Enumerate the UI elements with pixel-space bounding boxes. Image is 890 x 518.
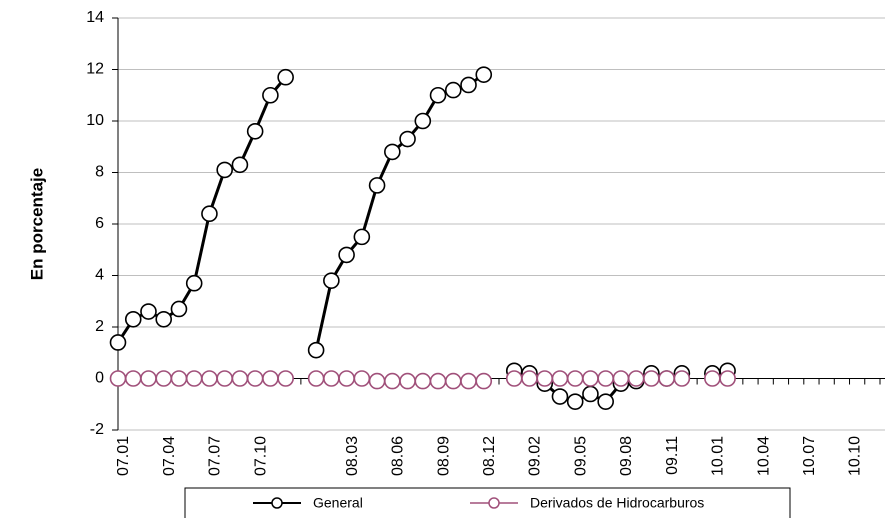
point [658, 370, 675, 387]
point [627, 370, 645, 387]
x-tick-label: 09.11 [664, 436, 681, 475]
y-tick-label: -2 [90, 421, 104, 438]
point [582, 370, 599, 387]
point [429, 372, 447, 390]
x-tick-label: 07.07 [207, 436, 224, 476]
point [704, 370, 721, 387]
point [201, 370, 218, 387]
point [368, 177, 386, 194]
point [414, 112, 432, 130]
x-tick-label: 09.02 [527, 436, 544, 476]
point [246, 370, 264, 387]
y-tick-label: 6 [95, 215, 104, 232]
point [551, 370, 569, 387]
legend-marker [271, 497, 283, 509]
y-tick-label: 14 [86, 9, 104, 26]
point [140, 303, 157, 320]
point [521, 370, 538, 387]
point [307, 341, 325, 359]
point [246, 123, 264, 140]
point [475, 372, 493, 390]
point [399, 130, 416, 148]
point [124, 310, 142, 328]
point [109, 334, 127, 351]
point [185, 274, 203, 292]
point [353, 370, 371, 387]
x-tick-label: 08.12 [481, 436, 498, 476]
series-line [116, 73, 728, 404]
point [597, 370, 614, 387]
x-tick-label: 10.10 [847, 436, 864, 476]
legend-label: General [313, 495, 363, 511]
point [231, 370, 249, 387]
point [323, 370, 340, 387]
point [444, 81, 462, 99]
x-tick-label: 08.06 [390, 436, 407, 476]
point [307, 370, 325, 387]
point [353, 228, 371, 246]
point [612, 370, 630, 387]
x-tick-label: 07.04 [161, 436, 178, 476]
point [475, 66, 493, 83]
point [216, 370, 233, 387]
point [566, 370, 584, 387]
point [140, 370, 157, 387]
point [155, 310, 173, 328]
point [414, 372, 432, 390]
point [277, 370, 294, 387]
x-tick-label: 07.10 [252, 436, 269, 476]
point [399, 372, 416, 390]
x-tick-label: 10.07 [801, 436, 818, 476]
y-axis-label: En porcentaje [27, 168, 46, 280]
x-tick-label: 10.01 [710, 436, 727, 476]
point [124, 370, 142, 387]
y-tick-label: 2 [95, 318, 104, 335]
point [566, 393, 584, 410]
x-tick-label: 08.09 [435, 436, 452, 476]
point [262, 370, 279, 387]
point [170, 300, 188, 318]
point [216, 161, 233, 179]
y-tick-label: 4 [95, 267, 104, 284]
point [460, 76, 477, 94]
x-tick-label: 09.08 [618, 436, 635, 476]
point [719, 370, 736, 387]
point [185, 370, 203, 387]
point [109, 370, 127, 387]
y-tick-label: 0 [95, 370, 104, 387]
point [551, 388, 569, 405]
x-tick-label: 07.01 [115, 436, 132, 476]
point [323, 272, 340, 289]
x-tick-label: 08.03 [344, 436, 361, 476]
point [582, 385, 599, 403]
point [505, 370, 523, 387]
point [536, 370, 554, 387]
legend-marker [488, 497, 500, 509]
y-tick-label: 12 [86, 61, 104, 78]
point [338, 370, 355, 387]
point [384, 372, 401, 390]
legend-label: Derivados de Hidrocarburos [530, 495, 704, 511]
x-tick-label: 10.04 [755, 436, 772, 476]
point [277, 68, 294, 86]
point [460, 372, 477, 390]
point [673, 370, 691, 387]
y-tick-label: 8 [95, 164, 104, 181]
point [597, 393, 614, 410]
point [338, 246, 355, 264]
point [170, 370, 188, 387]
point [262, 86, 279, 104]
point [201, 205, 218, 222]
y-tick-label: 10 [86, 112, 104, 129]
point [368, 372, 386, 390]
point [384, 143, 401, 161]
point [155, 370, 173, 387]
point [429, 86, 447, 104]
x-tick-label: 09.05 [572, 436, 589, 476]
point [643, 370, 660, 387]
point [444, 372, 462, 390]
point [231, 156, 249, 174]
